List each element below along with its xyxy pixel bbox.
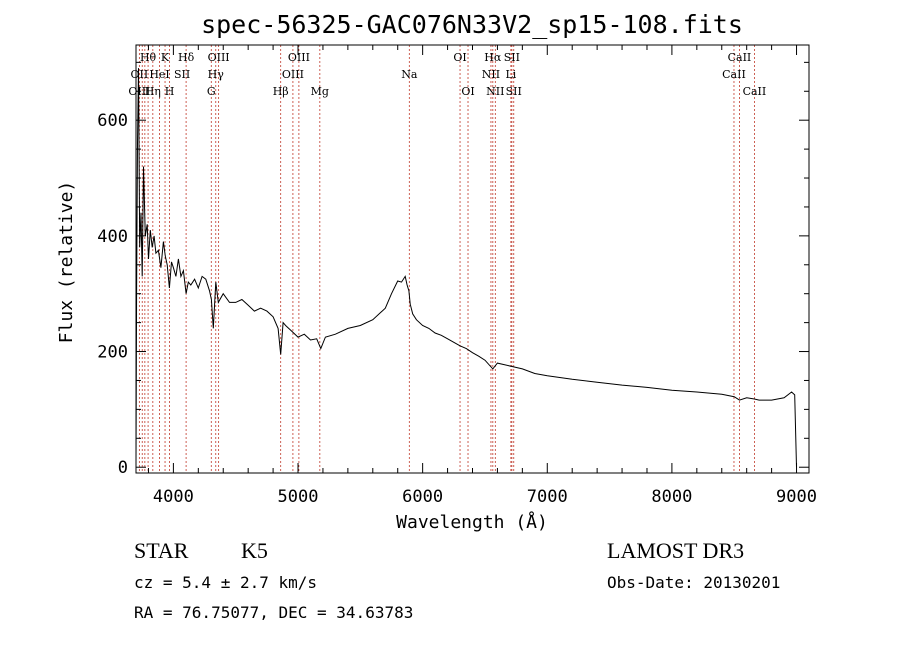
spectral-line-label: OIII: [208, 51, 230, 64]
spectral-line-label: CaII: [728, 51, 752, 64]
spectral-line-label: Hβ: [273, 85, 289, 98]
spectral-line-label: G: [207, 85, 216, 98]
x-axis-ticks: 4000 5000 6000 7000 8000 9000: [147, 45, 817, 507]
x-tick-label: 6000: [402, 487, 443, 507]
y-axis-label: Flux (relative): [56, 181, 77, 344]
spectral-line-label: OII: [131, 68, 149, 81]
spectral-line-label: CaII: [743, 85, 767, 98]
spectral-line-label: Hθ: [140, 51, 157, 64]
spectral-line-label: K: [161, 51, 170, 64]
spectral-line-label: OI: [453, 51, 466, 64]
y-tick-label: 600: [97, 111, 128, 131]
object-subclass: K5: [241, 538, 268, 563]
x-axis-label: Wavelength (Å): [396, 511, 548, 533]
coordinates: RA = 76.75077, DEC = 34.63783: [134, 603, 414, 622]
object-class: STAR: [134, 538, 189, 563]
plot-frame: [135, 44, 810, 474]
spectrum-flux-line: [135, 68, 797, 468]
y-tick-label: 0: [118, 458, 128, 478]
redshift-value: cz = 5.4 ± 2.7 km/s: [134, 573, 318, 592]
spectral-line-label: SII: [174, 68, 190, 81]
y-axis-ticks: 0 200 400 600: [97, 61, 809, 478]
spectral-line-label: CaII: [722, 68, 746, 81]
spectral-line-label: OIII: [288, 51, 310, 64]
spectral-line-label: Hη: [145, 85, 161, 98]
x-tick-label: 8000: [651, 487, 692, 507]
observation-date: Obs-Date: 20130201: [607, 573, 781, 592]
spectral-line-label: SII: [504, 51, 520, 64]
x-tick-label: 9000: [776, 487, 817, 507]
spectral-line-markers: [138, 45, 755, 473]
spectral-line-label: Na: [401, 68, 418, 81]
x-tick-label: 5000: [278, 487, 319, 507]
spectral-line-label: SII: [506, 85, 522, 98]
spectral-line-label: Hα: [484, 51, 502, 64]
spectral-line-label: HeI: [149, 68, 169, 81]
spectral-line-label: NII: [482, 68, 500, 81]
x-tick-label: 4000: [153, 487, 194, 507]
spectral-line-label: Li: [505, 68, 516, 81]
spectral-line-label: Hδ: [178, 51, 195, 64]
spectral-line-label: OI: [461, 85, 474, 98]
spectral-line-label: Mg: [311, 85, 329, 98]
survey-name: LAMOST DR3: [607, 538, 745, 563]
spectral-line-label: OIII: [282, 68, 304, 81]
chart-title: spec-56325-GAC076N33V2_sp15-108.fits: [201, 10, 743, 39]
x-tick-label: 7000: [527, 487, 568, 507]
y-tick-label: 200: [97, 343, 128, 363]
y-tick-label: 400: [97, 227, 128, 247]
spectral-line-label: H: [165, 85, 175, 98]
spectral-line-label: NII: [486, 85, 504, 98]
spectral-line-label: Hγ: [208, 68, 225, 81]
